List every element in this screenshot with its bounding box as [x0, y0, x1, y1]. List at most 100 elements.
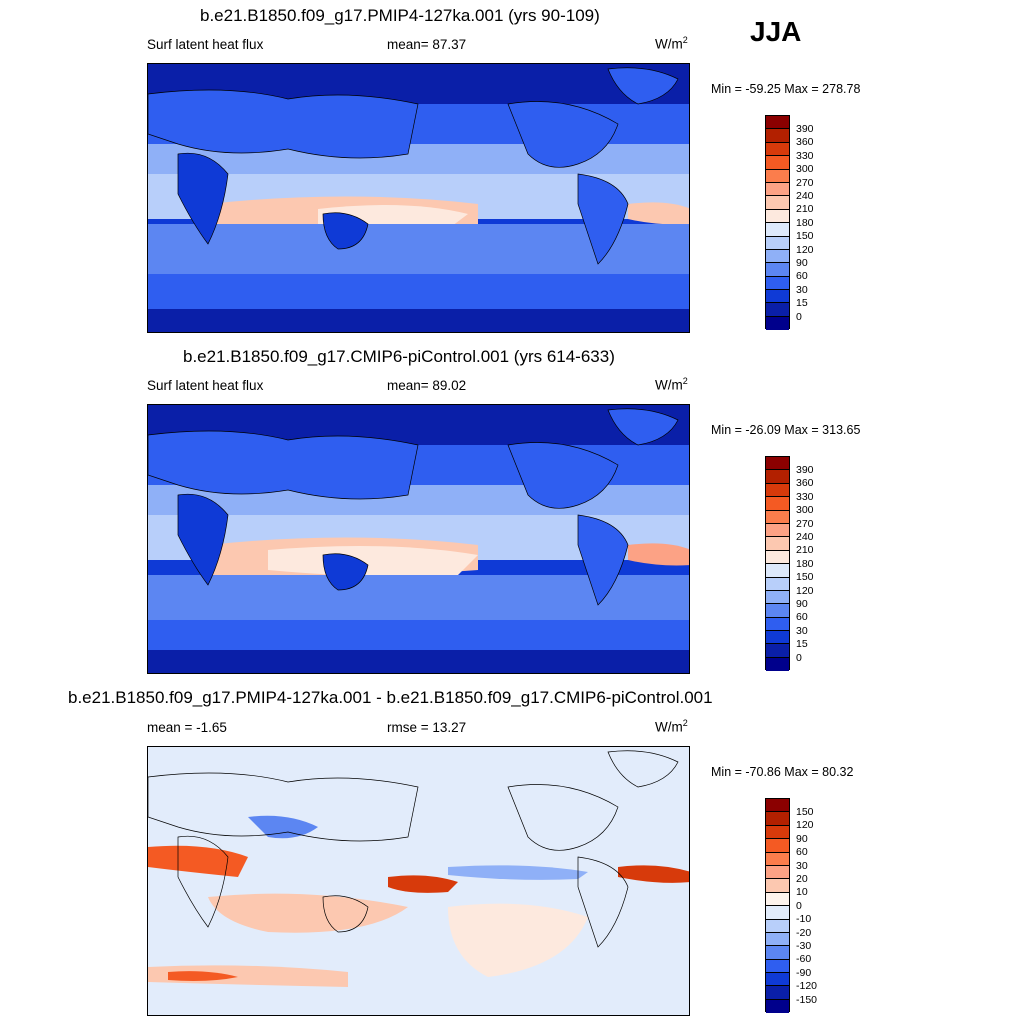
- colorbar-tick-label: 240: [796, 190, 814, 202]
- colorbar-swatch: [766, 470, 789, 484]
- panel-2-map: [147, 404, 690, 674]
- colorbar-tick-label: -60: [796, 953, 812, 966]
- colorbar-tick-label: 60: [796, 611, 808, 624]
- colorbar-tick-label: 0: [796, 310, 802, 323]
- colorbar-tick-label: 10: [796, 886, 808, 899]
- colorbar-tick-label: 90: [796, 257, 808, 269]
- colorbar-tick-label: 270: [796, 176, 814, 189]
- colorbar-swatch: [766, 657, 789, 672]
- colorbar-swatch: [766, 577, 789, 591]
- colorbar-swatch: [766, 865, 789, 880]
- colorbar-tick-label: 150: [796, 806, 814, 818]
- colorbar-swatch: [766, 116, 789, 130]
- panel-1-variable-label: Surf latent heat flux: [147, 37, 264, 52]
- season-label: JJA: [750, 16, 802, 47]
- colorbar-tick-label: 60: [796, 846, 808, 859]
- colorbar-swatch: [766, 510, 789, 524]
- colorbar-swatch: [766, 209, 789, 224]
- colorbar-swatch: [766, 537, 789, 551]
- colorbar-swatch: [766, 196, 789, 210]
- colorbar-swatch: [766, 129, 789, 143]
- colorbar-tick-label: 90: [796, 832, 808, 845]
- colorbar-swatch: [766, 604, 789, 618]
- panel-3-mean-label: mean = -1.65: [147, 720, 227, 735]
- colorbar-tick-label: 390: [796, 123, 814, 135]
- colorbar-tick-label: 120: [796, 584, 814, 597]
- colorbar-tick-label: -150: [796, 993, 818, 1006]
- colorbar-swatch: [766, 156, 789, 170]
- colorbar-tick-label: 60: [796, 270, 808, 283]
- colorbar-tick-label: 180: [796, 216, 814, 229]
- colorbar-tick-label: 330: [796, 149, 814, 162]
- colorbar-tick-label: 30: [796, 283, 808, 296]
- panel-1-colorbar: [765, 115, 790, 331]
- colorbar-tick-label: 0: [796, 651, 802, 664]
- colorbar-tick-label: -30: [796, 940, 812, 952]
- colorbar-tick-label: 30: [796, 624, 808, 637]
- colorbar-swatch: [766, 276, 789, 291]
- colorbar-swatch: [766, 523, 789, 538]
- colorbar-swatch: [766, 249, 789, 264]
- colorbar-tick-label: 300: [796, 163, 814, 176]
- panel-2-variable-label: Surf latent heat flux: [147, 378, 264, 393]
- colorbar-tick-label: -90: [796, 966, 812, 979]
- colorbar-swatch: [766, 946, 789, 960]
- colorbar-swatch: [766, 799, 789, 813]
- colorbar-swatch: [766, 564, 789, 578]
- colorbar-tick-label: 330: [796, 490, 814, 503]
- panel-2-colorbar: [765, 456, 790, 672]
- colorbar-tick-label: 360: [796, 136, 814, 149]
- panel-3-units: W/m2: [655, 718, 688, 735]
- colorbar-tick-label: 0: [796, 899, 802, 912]
- colorbar-swatch: [766, 497, 789, 511]
- colorbar-tick-label: 120: [796, 243, 814, 256]
- colorbar-swatch: [766, 839, 789, 853]
- colorbar-swatch: [766, 892, 789, 907]
- colorbar-swatch: [766, 631, 789, 645]
- colorbar-swatch: [766, 879, 789, 893]
- panel-1-minmax: Min = -59.25 Max = 278.78: [711, 82, 861, 96]
- colorbar-swatch: [766, 483, 789, 498]
- colorbar-swatch: [766, 825, 789, 840]
- colorbar-swatch: [766, 263, 789, 277]
- panel-1-mean-label: mean= 87.37: [387, 37, 467, 52]
- colorbar-tick-label: 20: [796, 873, 808, 885]
- colorbar-tick-label: 240: [796, 531, 814, 543]
- colorbar-swatch: [766, 644, 789, 658]
- colorbar-tick-label: 15: [796, 297, 808, 310]
- colorbar-tick-label: 120: [796, 819, 814, 832]
- panel-2-title: b.e21.B1850.f09_g17.CMIP6-piControl.001 …: [183, 347, 615, 366]
- colorbar-swatch: [766, 290, 789, 304]
- colorbar-swatch: [766, 932, 789, 947]
- colorbar-swatch: [766, 973, 789, 987]
- colorbar-swatch: [766, 590, 789, 605]
- colorbar-tick-label: 390: [796, 464, 814, 476]
- panel-3-colorbar: [765, 798, 790, 1014]
- panel-1-units: W/m2: [655, 35, 688, 52]
- colorbar-tick-label: 270: [796, 517, 814, 530]
- colorbar-swatch: [766, 457, 789, 471]
- colorbar-tick-label: 210: [796, 203, 814, 216]
- colorbar-swatch: [766, 169, 789, 183]
- colorbar-swatch: [766, 617, 789, 632]
- colorbar-swatch: [766, 303, 789, 317]
- panel-3-rmse-label: rmse = 13.27: [387, 720, 467, 735]
- panel-3-map: [147, 746, 690, 1016]
- colorbar-tick-label: 150: [796, 230, 814, 243]
- colorbar-swatch: [766, 550, 789, 565]
- colorbar-tick-label: 30: [796, 859, 808, 872]
- colorbar-swatch: [766, 959, 789, 974]
- colorbar-tick-label: 210: [796, 544, 814, 557]
- colorbar-swatch: [766, 986, 789, 1000]
- panel-1-title: b.e21.B1850.f09_g17.PMIP4-127ka.001 (yrs…: [200, 6, 600, 25]
- colorbar-swatch: [766, 919, 789, 933]
- colorbar-tick-label: 150: [796, 571, 814, 584]
- panel-2-minmax: Min = -26.09 Max = 313.65: [711, 423, 861, 437]
- panel-3-minmax: Min = -70.86 Max = 80.32: [711, 765, 854, 779]
- colorbar-swatch: [766, 182, 789, 197]
- colorbar-tick-label: 300: [796, 504, 814, 517]
- panel-1-map: [147, 63, 690, 333]
- colorbar-tick-label: -10: [796, 913, 812, 926]
- colorbar-tick-label: 180: [796, 557, 814, 570]
- colorbar-tick-label: 360: [796, 477, 814, 490]
